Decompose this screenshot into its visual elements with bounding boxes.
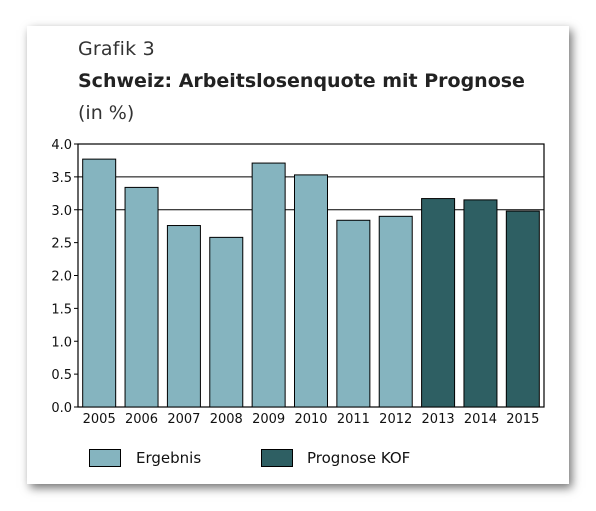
y-tick-label: 3.5 bbox=[51, 171, 72, 186]
bar-2006 bbox=[124, 186, 159, 408]
chart-title: Schweiz: Arbeitslosenquote mit Prognose bbox=[78, 70, 525, 92]
legend-swatch-ergebnis bbox=[89, 449, 121, 467]
x-tick-label: 2014 bbox=[464, 412, 497, 427]
bar-2012 bbox=[378, 215, 413, 408]
bar-2014 bbox=[463, 199, 498, 408]
y-tick-label: 4.0 bbox=[51, 138, 72, 153]
x-tick-label: 2011 bbox=[337, 412, 370, 427]
y-tick-label: 0.5 bbox=[51, 368, 72, 383]
legend-swatch-prognose bbox=[261, 449, 293, 467]
x-tick-label: 2013 bbox=[422, 412, 455, 427]
legend-label-ergebnis: Ergebnis bbox=[136, 449, 202, 467]
x-tick-label: 2006 bbox=[125, 412, 158, 427]
x-tick-label: 2008 bbox=[210, 412, 243, 427]
chart-caption: Grafik 3 bbox=[78, 38, 155, 60]
x-tick-label: 2005 bbox=[83, 412, 116, 427]
y-tick-label: 2.5 bbox=[51, 237, 72, 252]
y-tick-label: 1.5 bbox=[51, 302, 72, 317]
y-tick-label: 0.0 bbox=[51, 401, 72, 416]
bar-2005 bbox=[82, 158, 117, 408]
bar-2007 bbox=[166, 225, 201, 408]
x-tick-label: 2009 bbox=[252, 412, 285, 427]
bar-2010 bbox=[294, 174, 328, 408]
x-tick-label: 2007 bbox=[167, 412, 200, 427]
y-tick-label: 3.0 bbox=[51, 204, 72, 219]
bar-2011 bbox=[336, 219, 371, 408]
x-tick-label: 2015 bbox=[506, 412, 539, 427]
bar-2013 bbox=[421, 198, 456, 408]
chart-subtitle: (in %) bbox=[78, 102, 135, 124]
x-tick-label: 2012 bbox=[379, 412, 412, 427]
bar-2008 bbox=[209, 236, 244, 408]
legend-label-prognose: Prognose KOF bbox=[307, 449, 411, 467]
bar-2015 bbox=[505, 210, 540, 408]
x-tick-label: 2010 bbox=[294, 412, 327, 427]
bar-2009 bbox=[251, 162, 286, 408]
y-tick-label: 2.0 bbox=[51, 270, 72, 285]
y-tick-label: 1.0 bbox=[51, 335, 72, 350]
